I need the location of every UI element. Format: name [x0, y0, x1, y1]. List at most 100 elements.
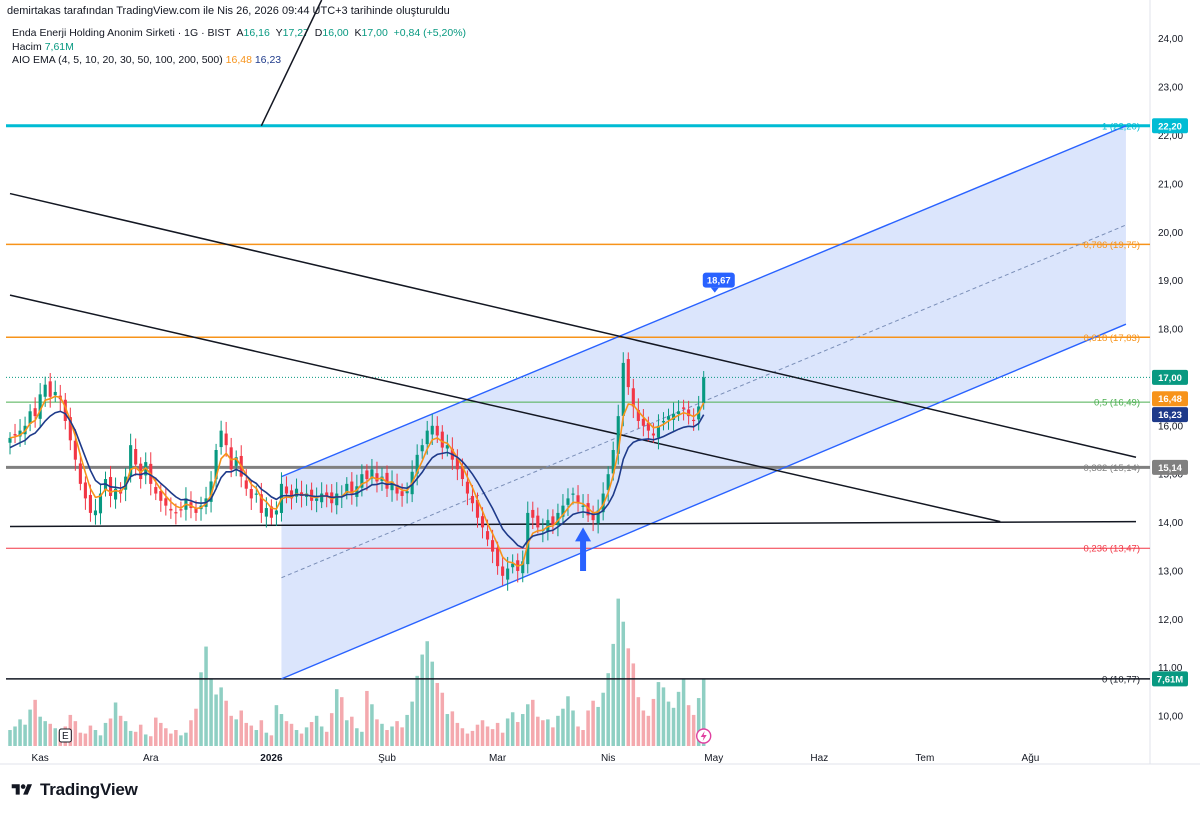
volume-bar [631, 663, 636, 746]
fib-level-label: 1 (22,20) [1102, 121, 1140, 132]
volume-bar [571, 710, 575, 746]
volume-bar [345, 720, 349, 746]
volume-bar [289, 723, 294, 746]
volume-bar [244, 722, 249, 746]
price-axis-tick: 16,00 [1158, 421, 1183, 432]
volume-bar [174, 730, 178, 746]
candle-body [465, 481, 469, 494]
price-axis-tick: 15,00 [1158, 470, 1183, 481]
legend-symbol-row: Enda Enerji Holding Anonim Sirketi · 1G … [12, 27, 466, 41]
candle-body [485, 531, 490, 540]
trendline [9, 192, 1137, 458]
volume-bar [450, 711, 455, 746]
candle-body [631, 388, 635, 407]
volume-bar [561, 708, 565, 746]
volume-bar [596, 706, 600, 746]
price-axis-badge [1152, 407, 1188, 423]
candle-body [561, 505, 565, 517]
candle-body [435, 425, 439, 436]
volume-bar [621, 621, 626, 746]
volume-bar [475, 724, 480, 746]
volume-bar [365, 690, 369, 746]
volume-bar [661, 687, 666, 746]
volume-bar [179, 735, 183, 746]
volume-bar [641, 710, 646, 746]
time-axis-tick: Nis [601, 753, 615, 764]
volume-bar [334, 689, 339, 746]
volume-bar [536, 716, 540, 746]
candle-body [18, 430, 22, 437]
fib-level-label: 0,786 (19,75) [1083, 240, 1140, 251]
volume-bar [425, 641, 429, 746]
volume-bar [239, 710, 243, 746]
candle-body [244, 480, 248, 489]
volume-bar [284, 721, 289, 746]
candle-body [194, 507, 198, 513]
volume-bar [329, 713, 334, 746]
candle-body [350, 481, 354, 494]
candle-body [8, 437, 12, 443]
volume-bar [23, 724, 27, 746]
candle-body [571, 493, 575, 495]
candle-body [415, 454, 419, 474]
price-axis-tick: 24,00 [1158, 34, 1183, 45]
candle-body [430, 425, 434, 435]
volume-bar [405, 714, 409, 746]
candle-body [671, 413, 676, 420]
candle-body [641, 418, 645, 426]
volume-bar [601, 692, 605, 746]
trendline [260, 0, 323, 127]
volume-bar [259, 720, 264, 746]
volume-bar [143, 734, 148, 746]
volume-bar [656, 682, 661, 746]
ema-label: AIO EMA (4, 5, 10, 20, 30, 50, 100, 200,… [12, 54, 223, 66]
volume-bar [128, 730, 133, 746]
candle-body [491, 540, 495, 552]
candle-body [294, 488, 299, 497]
candle-body [154, 487, 158, 494]
volume-bar [164, 728, 168, 746]
candle-body [536, 515, 540, 528]
volume-bar [279, 714, 284, 746]
volume-bar [159, 722, 163, 746]
volume-bar [33, 699, 37, 746]
volume-bar [520, 714, 525, 746]
candle-body [259, 494, 263, 513]
volume-bar [510, 712, 515, 746]
tradingview-logo[interactable]: TradingView [10, 780, 138, 800]
volume-bar [470, 730, 475, 746]
price-axis-badge-label: 15,14 [1158, 463, 1182, 474]
legend-ema-row[interactable]: AIO EMA (4, 5, 10, 20, 30, 50, 100, 200,… [12, 54, 466, 68]
candle-body [264, 508, 268, 517]
symbol-name[interactable]: Enda Enerji Holding Anonim Sirketi · 1G … [12, 27, 231, 39]
candle-body [687, 409, 691, 417]
volume-bar [395, 721, 399, 746]
candle-body [78, 463, 82, 484]
price-axis-badge [1152, 671, 1188, 687]
volume-bar [78, 732, 83, 746]
volume-bar [274, 705, 279, 746]
price-axis-badge [1152, 391, 1188, 407]
candle-body [224, 433, 228, 446]
candle-body [576, 495, 580, 504]
candle-body [440, 431, 444, 448]
time-axis-tick: Haz [810, 753, 828, 764]
candle-body [28, 411, 32, 424]
candle-body [651, 433, 655, 436]
candle-body [209, 481, 213, 502]
volume-bar [340, 697, 344, 746]
volume-bar [385, 730, 389, 746]
volume-bar [616, 598, 621, 746]
volume-bar [380, 723, 384, 746]
candle-body [98, 493, 103, 514]
volume-bar [581, 730, 585, 746]
volume-bar [304, 727, 309, 746]
candle-body [214, 450, 218, 480]
price-axis-badge-label: 16,48 [1158, 394, 1182, 405]
candle-body [390, 481, 394, 491]
legend-volume-row[interactable]: Hacim 7,61M [12, 41, 466, 55]
candle-body [656, 425, 661, 438]
volume-bar [299, 733, 304, 746]
volume-bar [576, 726, 580, 746]
